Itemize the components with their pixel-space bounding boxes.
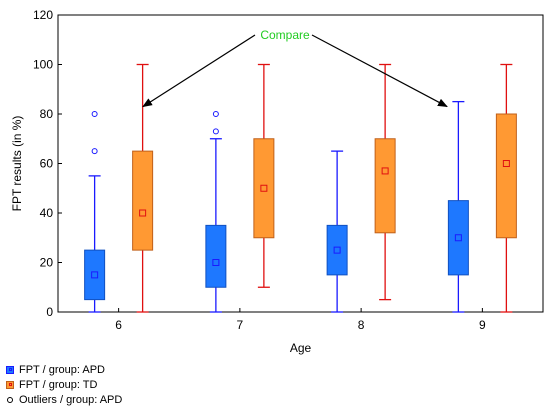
y-tick-label: 20 bbox=[40, 256, 54, 270]
x-tick-label: 7 bbox=[237, 318, 244, 332]
median-marker bbox=[333, 246, 341, 254]
median-marker bbox=[381, 167, 389, 175]
box-iqr bbox=[84, 249, 106, 301]
median-marker bbox=[139, 209, 147, 217]
y-tick-label: 80 bbox=[40, 107, 54, 121]
annotation-label: Compare bbox=[260, 28, 310, 42]
plot-area bbox=[57, 14, 544, 313]
y-axis-title: FPT results (in %) bbox=[10, 116, 24, 212]
outlier-point bbox=[212, 111, 219, 117]
box-apd-7 bbox=[205, 111, 227, 313]
median-marker bbox=[260, 184, 268, 192]
box-iqr bbox=[253, 138, 275, 239]
legend: FPT / group: APD FPT / group: TD Outlier… bbox=[6, 362, 122, 407]
outlier-point bbox=[91, 111, 98, 117]
box-td-6 bbox=[132, 63, 154, 313]
box-td-9 bbox=[495, 63, 517, 313]
box-iqr bbox=[205, 224, 227, 288]
median-marker bbox=[502, 160, 510, 167]
legend-entry-outliers: Outliers / group: APD bbox=[6, 392, 122, 407]
box-iqr bbox=[495, 113, 517, 239]
median-marker bbox=[454, 234, 462, 242]
legend-label-td: FPT / group: TD bbox=[19, 378, 98, 391]
median-marker bbox=[91, 271, 99, 279]
legend-entry-td: FPT / group: TD bbox=[6, 377, 122, 392]
box-apd-6 bbox=[84, 111, 106, 313]
x-axis-title: Age bbox=[290, 341, 312, 355]
box-iqr bbox=[447, 200, 469, 276]
outlier-marker-icon bbox=[7, 396, 13, 403]
annotation-arrow-right bbox=[311, 34, 448, 108]
box-iqr bbox=[326, 224, 348, 276]
box-apd-9 bbox=[447, 100, 469, 313]
legend-label-apd: FPT / group: APD bbox=[19, 363, 106, 376]
outlier-point bbox=[212, 128, 219, 135]
y-tick-label: 60 bbox=[40, 157, 54, 171]
box-plot-chart: 0 20 40 60 80 100 120 FPT results (in %) 6 7 8 9 Ag… bbox=[10, 8, 544, 355]
y-tick-label: 0 bbox=[46, 305, 53, 319]
legend-entry-apd: FPT / group: APD bbox=[6, 362, 122, 377]
apd-swatch-icon bbox=[6, 365, 14, 374]
x-tick-label: 6 bbox=[115, 318, 122, 332]
x-tick-label: 8 bbox=[358, 318, 365, 332]
y-tick-label: 40 bbox=[40, 206, 54, 220]
y-tick-label: 120 bbox=[33, 8, 53, 22]
y-tick-label: 100 bbox=[33, 58, 53, 72]
annotation-arrow-left bbox=[142, 34, 256, 108]
box-td-8 bbox=[374, 63, 396, 301]
box-iqr bbox=[374, 138, 396, 234]
box-iqr bbox=[132, 150, 154, 251]
outlier-point bbox=[91, 148, 98, 155]
td-swatch-icon bbox=[6, 380, 14, 389]
box-apd-8 bbox=[326, 150, 348, 313]
x-tick-label: 9 bbox=[479, 318, 486, 332]
box-td-7 bbox=[253, 63, 275, 288]
median-marker bbox=[212, 259, 220, 266]
legend-label-outliers: Outliers / group: APD bbox=[19, 393, 123, 406]
